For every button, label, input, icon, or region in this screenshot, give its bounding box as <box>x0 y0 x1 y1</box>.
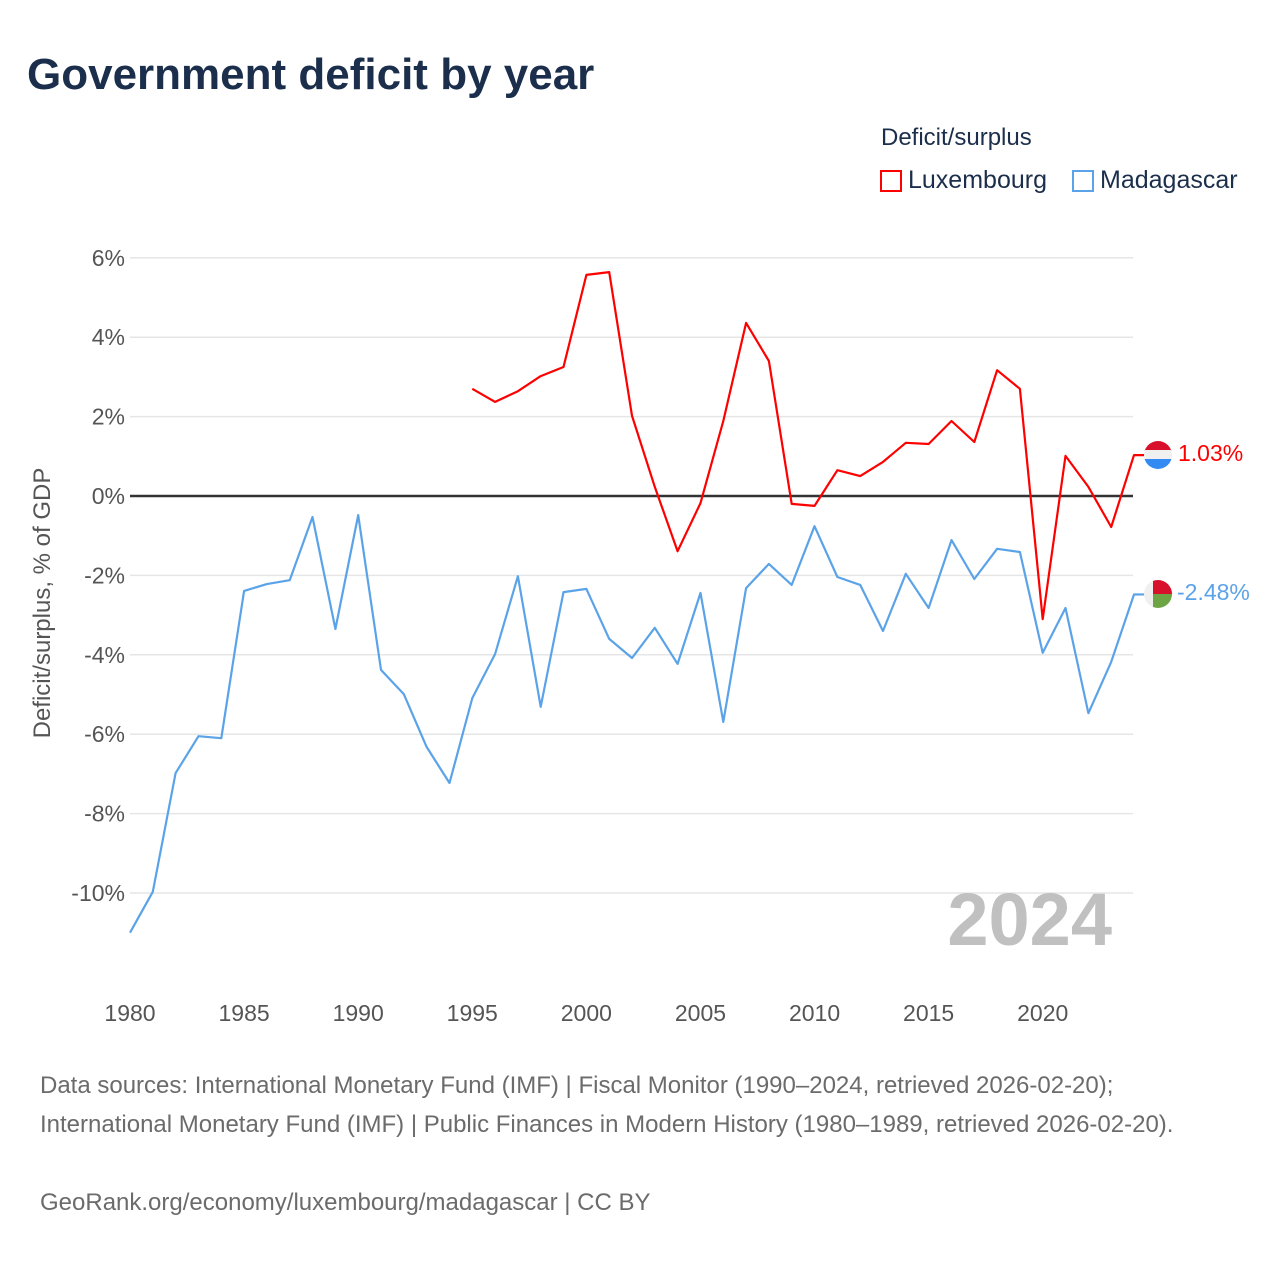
y-tick-label: 6% <box>92 245 125 271</box>
end-label-madagascar: -2.48% <box>1177 579 1250 605</box>
legend-label: Madagascar <box>1100 166 1238 194</box>
y-tick-label: -4% <box>84 642 125 668</box>
x-tick-label: 2010 <box>789 1000 840 1026</box>
legend-label: Luxembourg <box>908 166 1047 194</box>
x-tick-label: 2015 <box>903 1000 954 1026</box>
y-axis-label: Deficit/surplus, % of GDP <box>29 468 56 739</box>
end-label-luxembourg: 1.03% <box>1178 440 1243 466</box>
y-tick-label: -2% <box>84 562 125 588</box>
y-tick-label: 4% <box>92 324 125 350</box>
x-tick-label: 1990 <box>333 1000 384 1026</box>
data-sources: Data sources: International Monetary Fun… <box>40 1072 1174 1138</box>
madagascar-flag-icon <box>1144 580 1172 608</box>
luxembourg-flag-icon <box>1144 441 1172 469</box>
legend-item-luxembourg[interactable]: Luxembourg <box>880 166 1047 195</box>
legend-title: Deficit/surplus <box>881 124 1032 151</box>
y-tick-label: 0% <box>92 483 125 509</box>
chart-title: Government deficit by year <box>27 50 595 99</box>
y-tick-label: -10% <box>71 880 125 906</box>
x-tick-label: 1995 <box>447 1000 498 1026</box>
y-tick-label: -8% <box>84 801 125 827</box>
x-tick-label: 1980 <box>104 1000 155 1026</box>
series-line-luxembourg <box>471 271 1145 621</box>
series-line-madagascar <box>129 513 1145 934</box>
x-tick-label: 2005 <box>675 1000 726 1026</box>
legend-swatch-luxembourg <box>880 169 902 192</box>
y-tick-label: -6% <box>84 721 125 747</box>
x-tick-label: 1985 <box>219 1000 270 1026</box>
legend-item-madagascar[interactable]: Madagascar <box>1072 166 1238 195</box>
legend-swatch-madagascar <box>1072 169 1094 192</box>
y-tick-label: 2% <box>92 404 125 430</box>
credit-link[interactable]: GeoRank.org/economy/luxembourg/madagasca… <box>40 1189 651 1216</box>
x-tick-label: 2020 <box>1017 1000 1068 1026</box>
x-tick-label: 2000 <box>561 1000 612 1026</box>
year-watermark: 2024 <box>947 878 1112 961</box>
